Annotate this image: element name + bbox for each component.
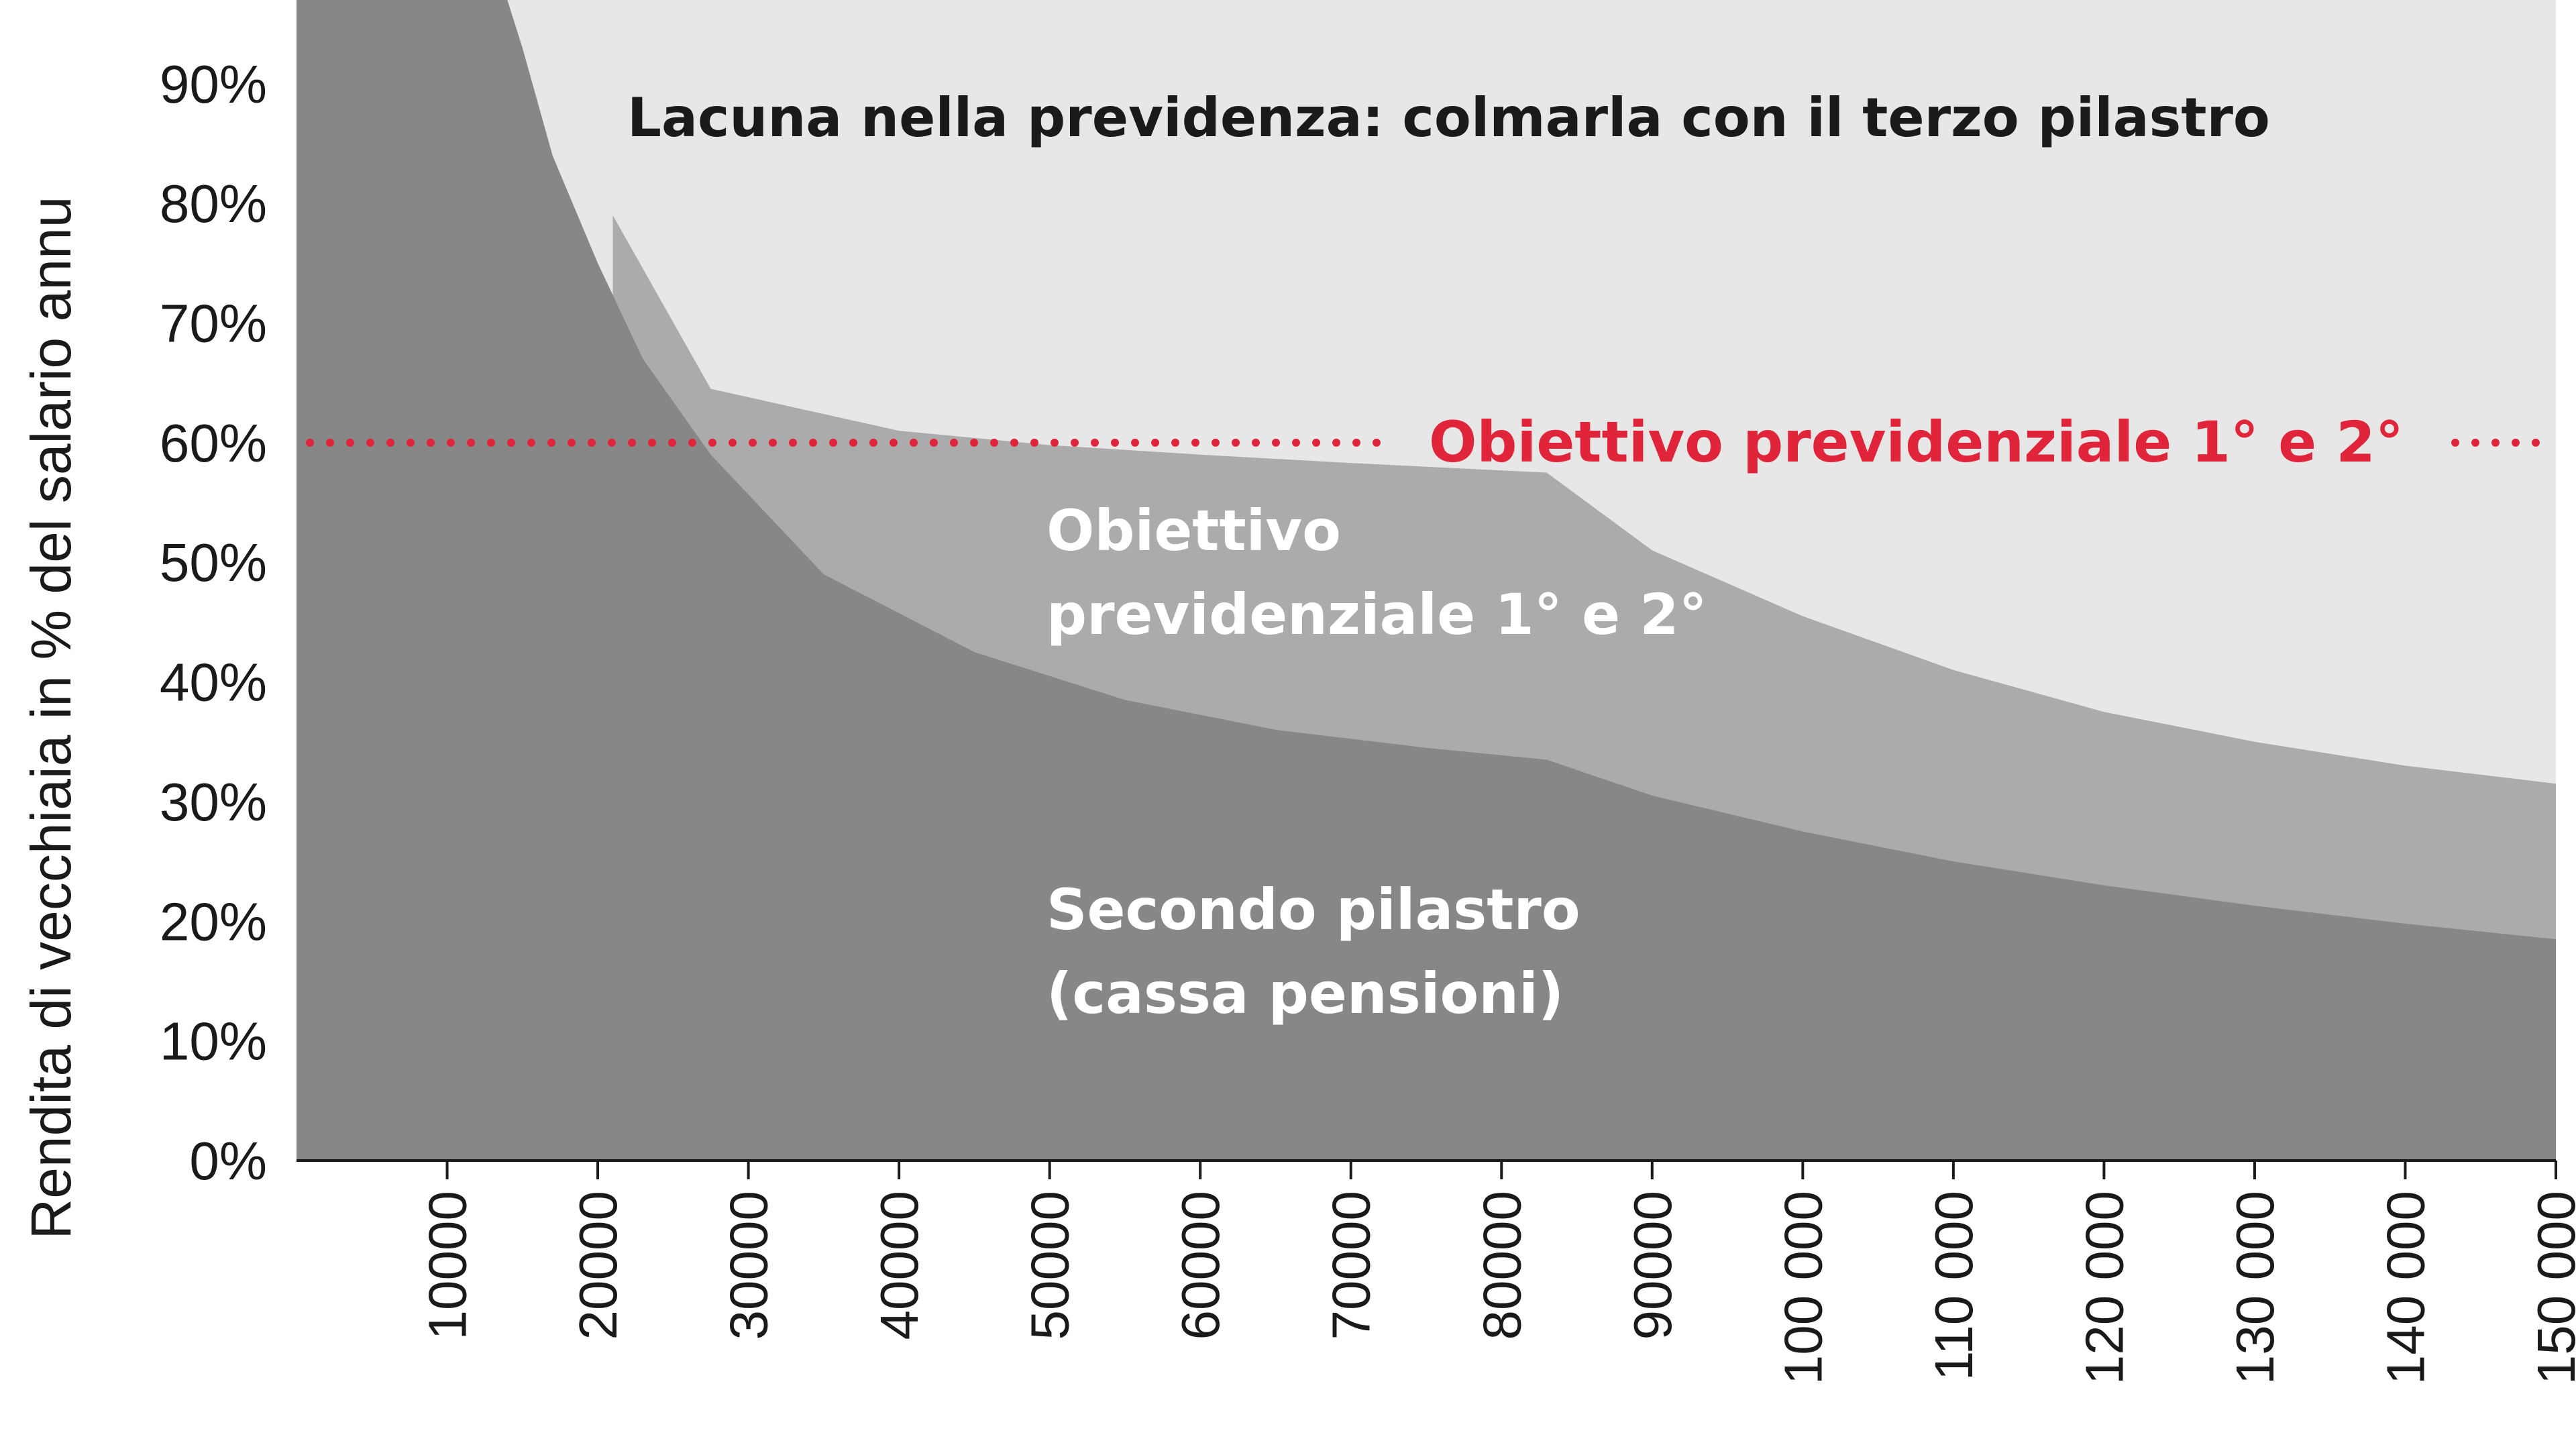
reference-line-label: Obiettivo previdenziale 1° e 2° — [1429, 409, 2404, 475]
gap-label: Lacuna nella previdenza: colmarla con il… — [627, 87, 2270, 149]
x-tick-label: 60000 — [1171, 1191, 1230, 1340]
x-tick-label: 10000 — [418, 1191, 478, 1340]
second-pillar-label-line2: (cassa pensioni) — [1046, 961, 1564, 1026]
y-tick-label: 90% — [160, 54, 267, 114]
y-tick-label: 70% — [160, 294, 267, 354]
y-tick-label: 50% — [160, 533, 267, 592]
x-tick-label: 20000 — [568, 1191, 628, 1340]
y-tick-label: 10% — [160, 1012, 267, 1071]
y-tick-label: 80% — [160, 174, 267, 233]
y-tick-label: 20% — [160, 892, 267, 951]
chart-areas — [297, 0, 2556, 1161]
area-series-3 — [297, 0, 2556, 1161]
x-tick-label: 140 000 — [2376, 1191, 2436, 1385]
x-tick-label: 120 000 — [2074, 1191, 2134, 1385]
y-tick-label: 40% — [160, 653, 267, 712]
x-tick-label: 110 000 — [1924, 1191, 1984, 1381]
x-tick-label: 150 000 — [2526, 1191, 2576, 1385]
chart-annotations: Lacuna nella previdenza: colmarla con il… — [19, 87, 2404, 1239]
x-tick-label: 30000 — [719, 1191, 779, 1340]
y-tick-label: 60% — [160, 413, 267, 473]
target-label-line1: Obiettivo — [1046, 498, 1341, 564]
y-tick-label: 30% — [160, 772, 267, 832]
second-pillar-label-line1: Secondo pilastro — [1046, 877, 1580, 943]
target-label-line2: previdenziale 1° e 2° — [1046, 582, 1707, 647]
y-axis-label: Rendita di vecchiaia in % del salario an… — [19, 197, 83, 1240]
y-tick-label: 0% — [189, 1131, 267, 1191]
x-tick-label: 100 000 — [1773, 1191, 1833, 1385]
x-tick-label: 80000 — [1472, 1191, 1532, 1340]
x-tick-label: 70000 — [1322, 1191, 1381, 1340]
chart-axes: 0% 10% 20% 30% 40% 50% 60% 70% 80% 90% 10000 20000 3… — [160, 54, 2576, 1385]
x-tick-label: 90000 — [1623, 1191, 1682, 1340]
x-tick-label: 130 000 — [2225, 1191, 2285, 1385]
x-tick-label: 40000 — [869, 1191, 929, 1340]
x-tick-label: 50000 — [1020, 1191, 1080, 1340]
